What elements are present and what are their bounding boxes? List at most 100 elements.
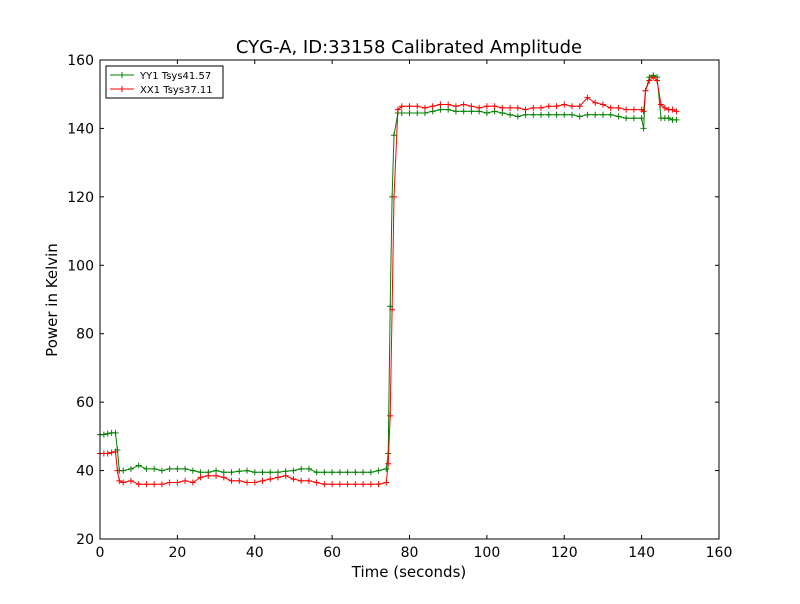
series-0-point bbox=[406, 110, 413, 117]
series-0-point bbox=[298, 465, 305, 472]
series-1-point bbox=[114, 467, 121, 474]
y-tick-label: 100 bbox=[67, 258, 94, 274]
series-1-point bbox=[522, 106, 529, 113]
series-0-point bbox=[336, 469, 343, 476]
series-0-point bbox=[135, 462, 142, 469]
series-1-point bbox=[236, 477, 243, 484]
y-tick-label: 140 bbox=[67, 121, 94, 137]
series-1-point bbox=[344, 481, 351, 488]
series-0-point bbox=[197, 469, 204, 476]
series-0-point bbox=[228, 469, 235, 476]
series-1-point bbox=[646, 77, 653, 84]
series-1-point bbox=[352, 481, 359, 488]
series-0-point bbox=[414, 110, 421, 117]
chart-title: CYG-A, ID:33158 Calibrated Amplitude bbox=[236, 37, 582, 58]
series-1-point bbox=[127, 477, 134, 484]
series-1-point bbox=[445, 101, 452, 108]
series-1-point bbox=[654, 77, 661, 84]
series-1-point bbox=[553, 103, 560, 110]
series-1-point bbox=[251, 479, 258, 486]
series-1-point bbox=[468, 103, 475, 110]
series-1-point bbox=[220, 474, 227, 481]
series-0-point bbox=[545, 111, 552, 118]
series-0-point bbox=[127, 465, 134, 472]
series-0-point bbox=[236, 468, 243, 475]
series-1-point bbox=[630, 106, 637, 113]
series-0-point bbox=[321, 469, 328, 476]
series-0-point bbox=[514, 113, 521, 120]
series-1-point bbox=[483, 103, 490, 110]
series-1-point bbox=[321, 481, 328, 488]
series-1-point bbox=[290, 476, 297, 483]
series-1-point bbox=[561, 101, 568, 108]
series-0-point bbox=[158, 467, 165, 474]
series-1-point bbox=[385, 460, 392, 467]
series-1-point bbox=[599, 101, 606, 108]
series-1-point bbox=[414, 103, 421, 110]
series-1-point bbox=[545, 103, 552, 110]
series-1-point bbox=[213, 472, 220, 479]
series-0-point bbox=[274, 469, 281, 476]
series-1-point bbox=[514, 104, 521, 111]
series-1-point bbox=[576, 103, 583, 110]
series-1-point bbox=[305, 477, 312, 484]
series-1-point bbox=[360, 481, 367, 488]
series-0-point bbox=[398, 110, 405, 117]
series-1-point bbox=[259, 477, 266, 484]
series-0-point bbox=[143, 465, 150, 472]
series-0-point bbox=[344, 469, 351, 476]
series-0-point bbox=[452, 108, 459, 115]
series-1-point bbox=[642, 87, 649, 94]
series-0-point bbox=[120, 467, 127, 474]
series-1-point bbox=[104, 450, 111, 457]
series-0-point bbox=[499, 110, 506, 117]
y-axis-label: Power in Kelvin bbox=[43, 243, 61, 357]
series-1-point bbox=[650, 74, 657, 81]
series-1-point bbox=[298, 477, 305, 484]
legend-label: YY1 Tsys41.57 bbox=[139, 71, 211, 82]
series-1-point bbox=[452, 103, 459, 110]
series-0-point bbox=[638, 115, 645, 122]
series-0-point bbox=[665, 115, 672, 122]
series-0-point bbox=[251, 469, 258, 476]
series-0-point bbox=[673, 116, 680, 123]
series-1-point bbox=[158, 481, 165, 488]
series-1-point bbox=[205, 472, 212, 479]
legend-label: XX1 Tsys37.11 bbox=[140, 85, 213, 96]
series-1-point bbox=[143, 481, 150, 488]
series-0-point bbox=[151, 465, 158, 472]
series-1-point bbox=[108, 449, 115, 456]
series-1-point bbox=[394, 106, 401, 113]
series-0-point bbox=[367, 469, 374, 476]
series-1-point bbox=[491, 103, 498, 110]
series-1-point bbox=[389, 306, 396, 313]
series-1-point bbox=[112, 448, 119, 455]
series-1-point bbox=[568, 103, 575, 110]
series-0-point bbox=[553, 111, 560, 118]
x-tick-label: 100 bbox=[474, 545, 501, 561]
series-1-point bbox=[607, 104, 614, 111]
series-0-point bbox=[429, 108, 436, 115]
series-1-point bbox=[329, 481, 336, 488]
x-tick-label: 40 bbox=[246, 545, 264, 561]
series-0-point bbox=[182, 465, 189, 472]
series-1-point bbox=[429, 103, 436, 110]
series-1-point bbox=[182, 477, 189, 484]
series-0-point bbox=[522, 111, 529, 118]
series-0-point bbox=[561, 111, 568, 118]
series-0-point bbox=[421, 110, 428, 117]
series-1-point bbox=[673, 108, 680, 115]
x-tick-label: 20 bbox=[168, 545, 186, 561]
series-1-point bbox=[336, 481, 343, 488]
series-1-point bbox=[197, 474, 204, 481]
series-1-point bbox=[367, 481, 374, 488]
x-tick-label: 0 bbox=[96, 545, 105, 561]
series-0-point bbox=[166, 465, 173, 472]
legend-marker bbox=[119, 72, 125, 78]
series-0-point bbox=[483, 110, 490, 117]
series-0-point bbox=[391, 132, 398, 139]
series-1-point bbox=[584, 94, 591, 101]
series-1-point bbox=[313, 479, 320, 486]
